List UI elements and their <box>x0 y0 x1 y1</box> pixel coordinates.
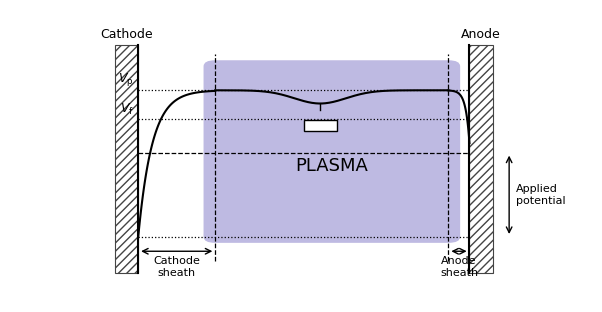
Text: Anode: Anode <box>461 28 501 41</box>
Text: Applied
potential: Applied potential <box>516 184 566 206</box>
Text: Anode
sheath: Anode sheath <box>440 256 478 278</box>
Text: PLASMA: PLASMA <box>296 157 368 175</box>
Bar <box>470 45 493 273</box>
Text: $V_\mathrm{f}$: $V_\mathrm{f}$ <box>120 102 134 117</box>
Text: $V_\mathrm{p}$: $V_\mathrm{p}$ <box>118 71 134 88</box>
Bar <box>115 45 138 273</box>
Bar <box>304 120 337 131</box>
FancyBboxPatch shape <box>203 60 460 243</box>
Text: Cathode
sheath: Cathode sheath <box>154 256 200 278</box>
Text: Cathode: Cathode <box>101 28 153 41</box>
